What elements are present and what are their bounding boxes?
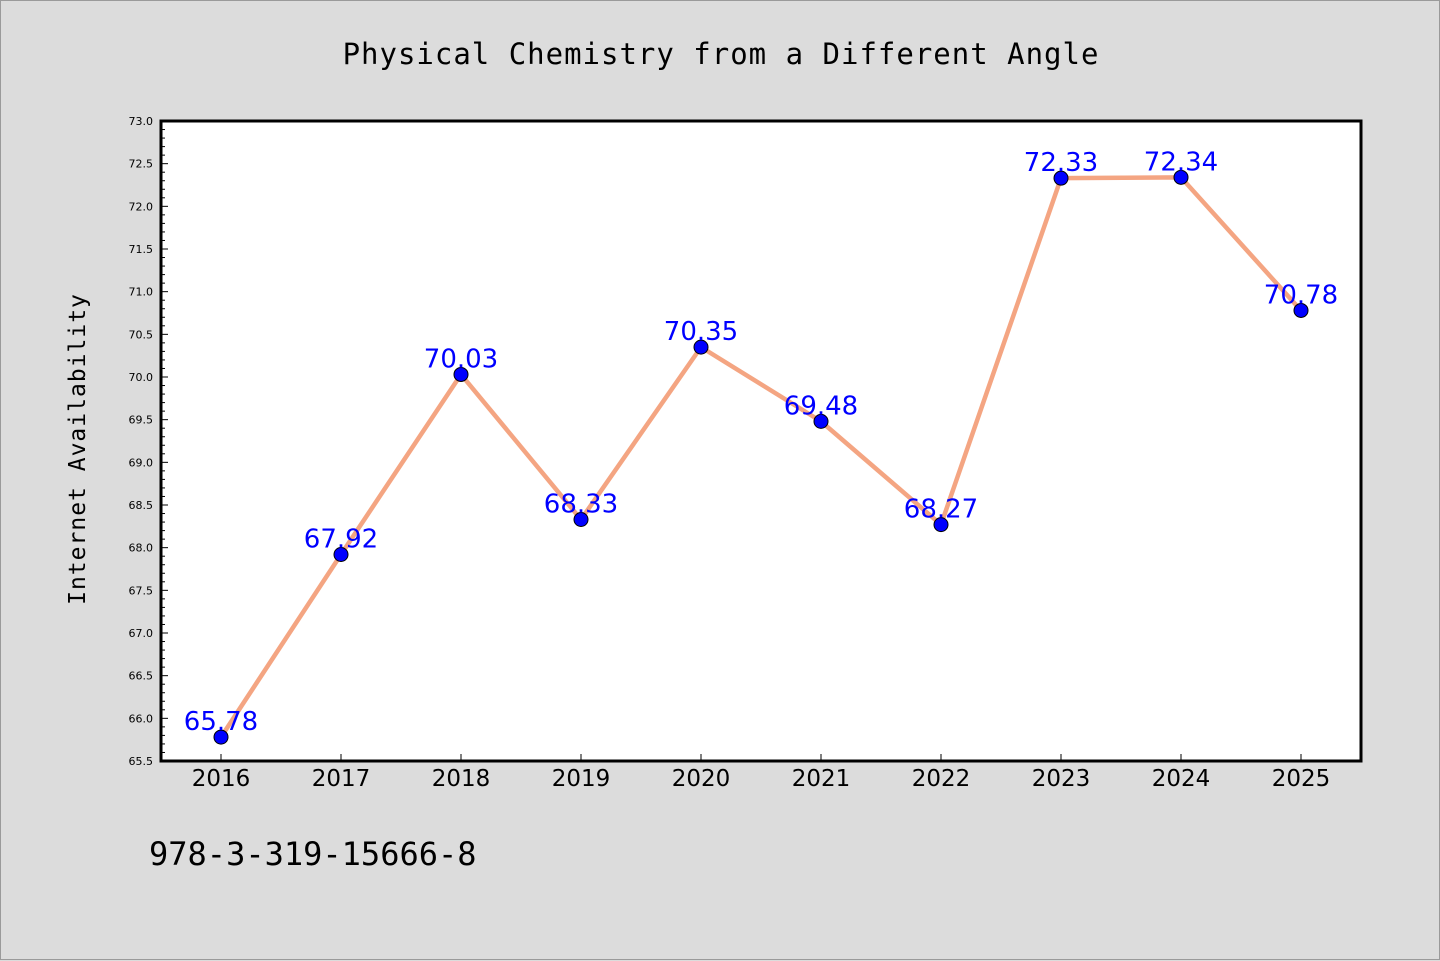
y-tick-label: 69.5 [129, 414, 154, 427]
data-point [213, 729, 229, 745]
y-tick-label: 70.0 [129, 371, 154, 384]
x-tick-label: 2021 [792, 766, 851, 792]
series-line [219, 175, 1303, 739]
x-tick-label: 2018 [432, 766, 491, 792]
x-tick-label: 2024 [1152, 766, 1211, 792]
x-tick-label: 2017 [312, 766, 371, 792]
data-label: 69.48 [784, 391, 858, 421]
data-label: 68.33 [544, 490, 618, 520]
data-label: 70.78 [1264, 280, 1338, 310]
x-tick-label: 2020 [672, 766, 731, 792]
series-layer: 65.78 67.92 70.03 68.33 70.35 69.48 68.27 72.33… [184, 147, 1338, 745]
data-point [693, 339, 709, 355]
data-point [333, 546, 349, 562]
y-tick-label: 70.5 [129, 328, 154, 341]
data-point [453, 366, 469, 382]
data-point [1293, 302, 1309, 318]
y-tick-label: 73.0 [129, 115, 154, 128]
plot-area [161, 121, 1361, 761]
y-tick-label: 71.5 [129, 243, 154, 256]
y-tick-label: 72.0 [129, 200, 154, 213]
data-point [1173, 169, 1189, 185]
x-tick-label: 2019 [552, 766, 611, 792]
data-point [813, 413, 829, 429]
data-label: 70.35 [664, 317, 738, 347]
y-tick-label: 65.5 [129, 755, 154, 768]
y-tick-label: 67.5 [129, 584, 154, 597]
y-tick-label: 66.5 [129, 670, 154, 683]
data-point [933, 517, 949, 533]
y-tick-label: 71.0 [129, 286, 154, 299]
x-tick-label: 2016 [192, 766, 251, 792]
x-tick-label: 2023 [1032, 766, 1091, 792]
x-tick-label: 2022 [912, 766, 971, 792]
data-point [1053, 170, 1069, 186]
y-tick-label: 72.5 [129, 158, 154, 171]
data-label: 70.03 [424, 344, 498, 374]
data-label: 68.27 [904, 495, 978, 525]
x-axis: 2016 2017 2018 2019 2020 2021 2022 2023 2024 2025 [192, 754, 1331, 792]
y-axis-label: Internet Availability [65, 293, 91, 605]
data-label: 72.33 [1024, 148, 1098, 178]
chart-title: Physical Chemistry from a Different Angl… [343, 37, 1100, 71]
x-tick-label: 2025 [1272, 766, 1331, 792]
data-point [573, 512, 589, 528]
y-tick-label: 66.0 [129, 712, 154, 725]
isbn-text: 978-3-319-15666-8 [149, 835, 477, 873]
y-tick-label: 68.0 [129, 542, 154, 555]
plot-border [159, 119, 1363, 763]
data-label: 65.78 [184, 707, 258, 737]
y-tick-label: 69.0 [129, 456, 154, 469]
y-tick-label: 67.0 [129, 627, 154, 640]
data-label: 72.34 [1144, 147, 1218, 177]
y-tick-label: 68.5 [129, 499, 154, 512]
data-label: 67.92 [304, 524, 378, 554]
